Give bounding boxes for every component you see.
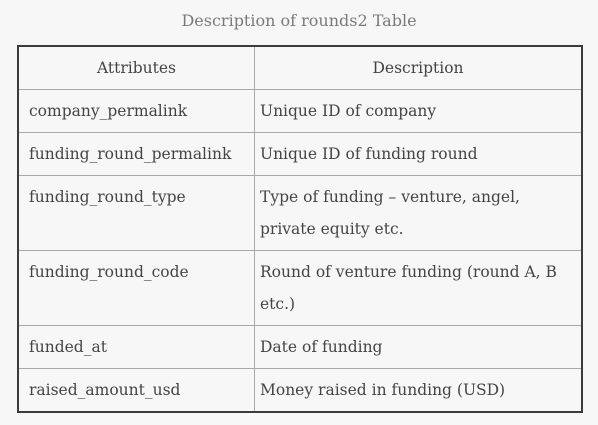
- attribute-cell: funding_round_type: [17, 175, 255, 251]
- table-row: funding_round_type Type of funding – ven…: [17, 175, 583, 251]
- attribute-name: raised_amount_usd: [29, 381, 181, 399]
- table-row: funded_at Date of funding: [17, 325, 583, 369]
- table-row: funding_round_code Round of venture fund…: [17, 250, 583, 326]
- attribute-name: company_permalink: [29, 102, 188, 120]
- description-cell: Type of funding – venture, angel, privat…: [254, 175, 583, 251]
- attribute-cell: company_permalink: [17, 89, 255, 133]
- attribute-cell: funding_round_code: [17, 250, 255, 326]
- table-row: company_permalink Unique ID of company: [17, 89, 583, 133]
- column-header-attributes: Attributes: [17, 45, 255, 90]
- attribute-name: funded_at: [29, 338, 107, 356]
- description-cell: Date of funding: [254, 325, 583, 369]
- table-row: funding_round_permalink Unique ID of fun…: [17, 132, 583, 176]
- description-cell: Unique ID of company: [254, 89, 583, 133]
- rounds2-description-table: Attributes Description company_permalink…: [17, 45, 583, 413]
- table-header-row: Attributes Description: [17, 45, 583, 90]
- attribute-name: funding_round_permalink: [29, 145, 232, 163]
- table-row: raised_amount_usd Money raised in fundin…: [17, 368, 583, 413]
- attribute-cell: funding_round_permalink: [17, 132, 255, 176]
- attribute-cell: raised_amount_usd: [17, 368, 255, 413]
- column-header-description: Description: [254, 45, 583, 90]
- attribute-name: funding_round_code: [29, 263, 189, 281]
- attribute-cell: funded_at: [17, 325, 255, 369]
- description-cell: Round of venture funding (round A, B etc…: [254, 250, 583, 326]
- attribute-name: funding_round_type: [29, 188, 186, 206]
- description-cell: Unique ID of funding round: [254, 132, 583, 176]
- description-cell: Money raised in funding (USD): [254, 368, 583, 413]
- table-caption: Description of rounds2 Table: [181, 11, 417, 30]
